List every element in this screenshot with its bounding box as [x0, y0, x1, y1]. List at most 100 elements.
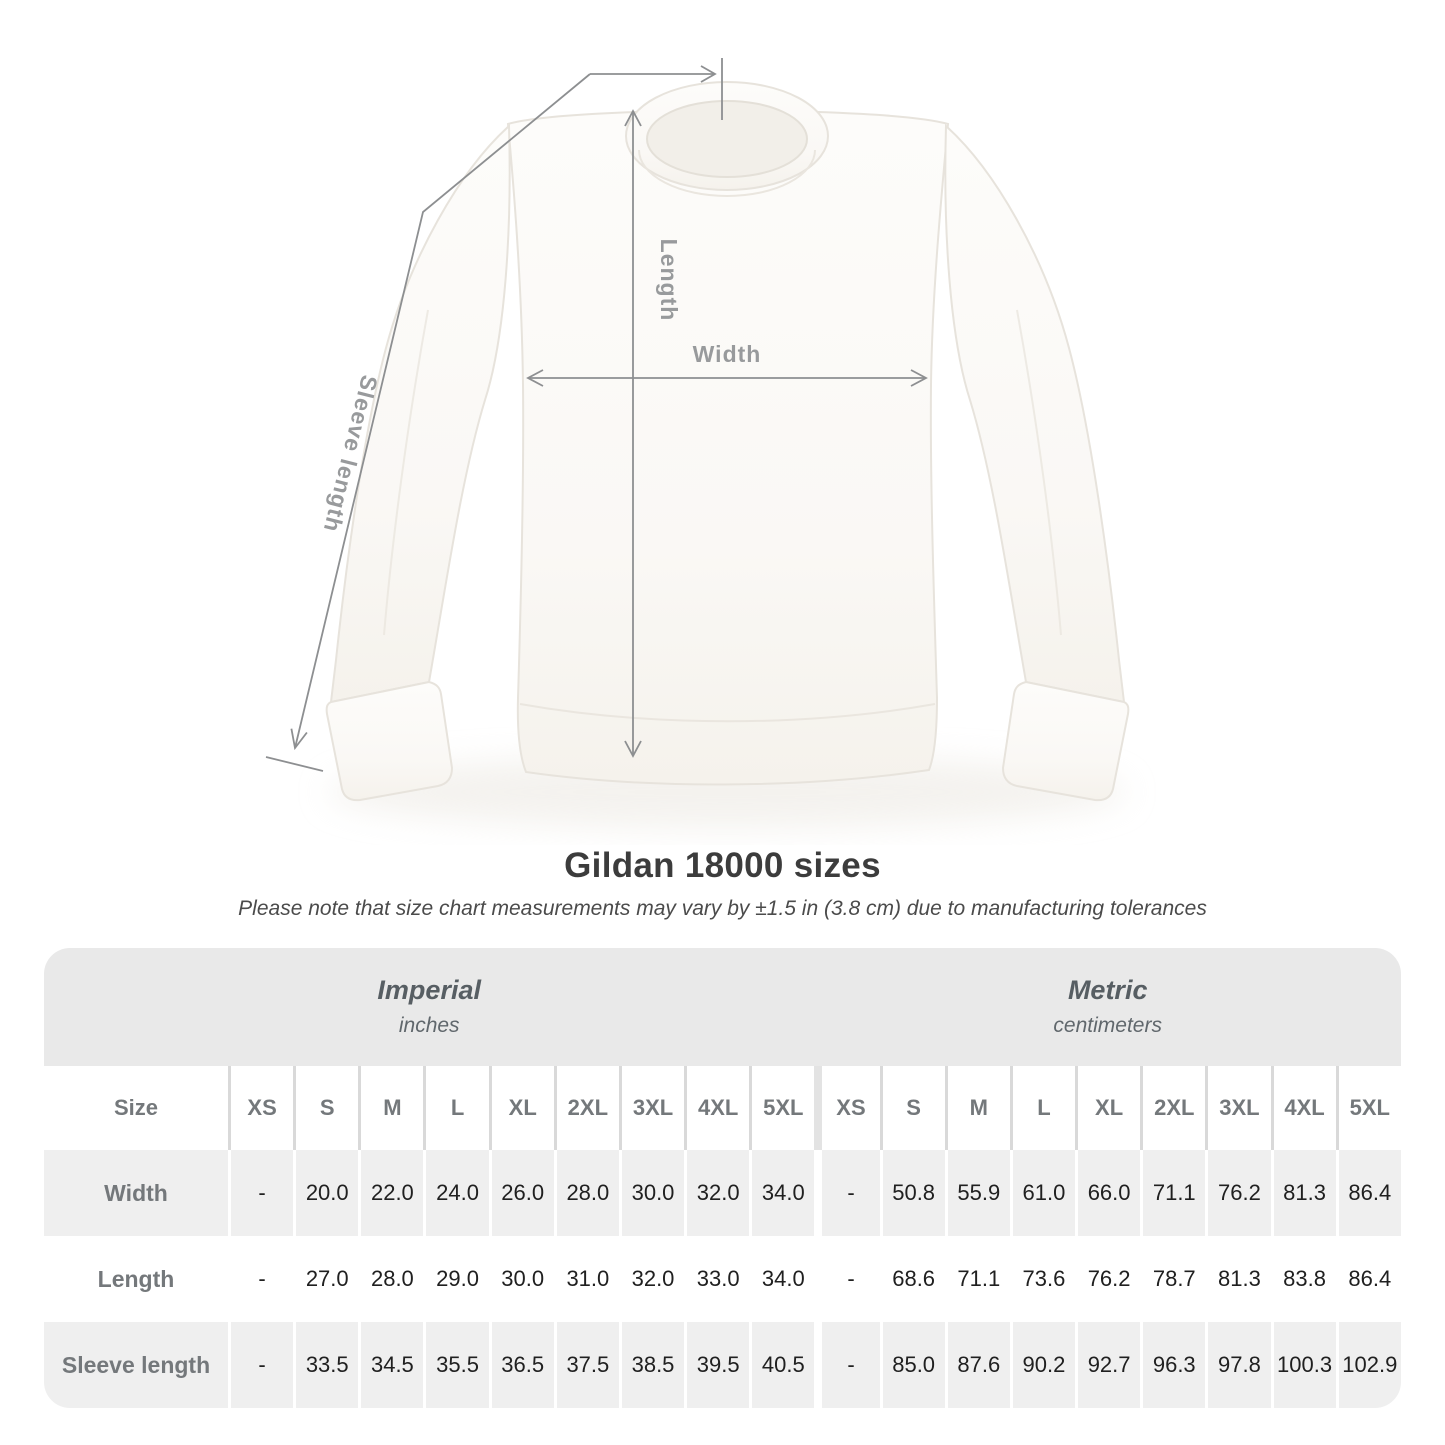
right-cuff: [1001, 680, 1130, 802]
measurement-value-cell: -: [228, 1150, 293, 1236]
measurement-value-cell: 85.0: [879, 1322, 945, 1408]
measurement-value-cell: 39.5: [684, 1322, 749, 1408]
measurement-value-cell: 81.3: [1270, 1150, 1336, 1236]
measurement-value-cell: 92.7: [1075, 1322, 1140, 1408]
measurement-value-cell: 40.5: [749, 1322, 814, 1408]
measurement-value-cell: 27.0: [293, 1236, 358, 1322]
sweatshirt-illustration: [325, 81, 1130, 802]
collar-opening: [646, 100, 808, 178]
size-column-header-imperial-m: M: [358, 1066, 424, 1150]
size-column-header-metric-m: M: [944, 1066, 1010, 1150]
measurement-value-cell: 86.4: [1335, 1236, 1401, 1322]
size-corner-header: Size: [44, 1066, 228, 1150]
row-label: Sleeve length: [61, 1351, 211, 1378]
garment-shadow: [327, 756, 1127, 828]
measurement-value-cell: 96.3: [1140, 1322, 1205, 1408]
size-column-header-imperial-3xl: 3XL: [618, 1066, 685, 1150]
measurement-value-cell: 29.0: [423, 1236, 488, 1322]
measurement-row: Width -20.0 22.0 24.0 26.0 28.0 30.0 32.0 34.0-5…: [44, 1150, 1401, 1236]
unit-name-label: centimeters: [1053, 1013, 1162, 1037]
measurement-value-cell: 38.5: [618, 1322, 684, 1408]
measurement-value-cell: 30.0: [618, 1150, 684, 1236]
measurement-value-cell: 68.6: [879, 1236, 945, 1322]
measurement-value-cell: 87.6: [944, 1322, 1010, 1408]
unit-group-header-imperial: Imperial inches: [44, 948, 815, 1066]
measurement-value-cell: 35.5: [423, 1322, 488, 1408]
width-arrow: [526, 369, 928, 387]
length-arrow: [624, 109, 642, 758]
size-column-header-metric-4xl: 4XL: [1270, 1066, 1336, 1150]
measurement-value-cell: 102.9: [1335, 1322, 1401, 1408]
measurement-value-cell: -: [228, 1322, 293, 1408]
measurement-value-cell: 76.2: [1075, 1236, 1140, 1322]
measurement-value-cell: 32.0: [684, 1150, 749, 1236]
measurement-value-cell: 37.5: [553, 1322, 619, 1408]
measurement-value-cell: 31.0: [553, 1236, 619, 1322]
measurement-value-cell: -: [814, 1322, 879, 1408]
sweatshirt-measurement-diagram: Length Width Sleeve length: [265, 58, 1130, 828]
measurement-value-cell: 32.0: [618, 1236, 684, 1322]
size-column-header-imperial-s: S: [293, 1066, 359, 1150]
left-sleeve-crease: [383, 309, 429, 636]
measurement-value-cell: 55.9: [944, 1150, 1010, 1236]
left-sleeve: [329, 123, 511, 704]
tolerance-note: Please note that size chart measurements…: [238, 897, 1207, 920]
size-column-header-imperial-2xl: 2XL: [553, 1066, 619, 1150]
measurement-value-cell: 90.2: [1009, 1322, 1075, 1408]
row-label: Width: [104, 1179, 168, 1206]
measurement-value-cell: 30.0: [488, 1236, 554, 1322]
measurement-value-cell: 28.0: [553, 1150, 619, 1236]
measurement-value-cell: 66.0: [1075, 1150, 1140, 1236]
size-column-header-metric-3xl: 3XL: [1205, 1066, 1271, 1150]
measurement-value-cell: 28.0: [358, 1236, 423, 1322]
page-title: Gildan 18000 sizes: [564, 846, 881, 885]
measurement-value-cell: -: [814, 1236, 879, 1322]
size-column-header-imperial-l: L: [423, 1066, 489, 1150]
measurement-value-cell: 73.6: [1009, 1236, 1075, 1322]
sweatshirt-body: [506, 109, 950, 786]
measurement-value-cell: 34.0: [749, 1236, 814, 1322]
measurement-value-cell: 33.0: [684, 1236, 749, 1322]
size-column-header-imperial-xs: XS: [228, 1066, 294, 1150]
measurement-value-cell: 76.2: [1205, 1150, 1270, 1236]
measurement-value-cell: -: [814, 1150, 879, 1236]
size-column-header-imperial-4xl: 4XL: [684, 1066, 750, 1150]
sleeve-length-arrow: [265, 58, 723, 772]
measurement-value-cell: 97.8: [1205, 1322, 1270, 1408]
measurement-value-cell: 34.0: [749, 1150, 814, 1236]
size-column-header-imperial-xl: XL: [488, 1066, 554, 1150]
size-column-header-metric-5xl: 5XL: [1335, 1066, 1401, 1150]
right-sleeve-crease: [1016, 309, 1062, 636]
size-column-header-metric-l: L: [1009, 1066, 1076, 1150]
unit-system-label: Metric: [1067, 975, 1148, 1006]
size-column-header-metric-2xl: 2XL: [1140, 1066, 1206, 1150]
measurement-value-cell: 86.4: [1335, 1150, 1401, 1236]
measurement-value-cell: 83.8: [1270, 1236, 1336, 1322]
length-label: Length: [656, 239, 682, 322]
measurement-value-cell: 34.5: [358, 1322, 423, 1408]
size-chart: Imperial inches Metric centimeters Size XS S M L…: [44, 948, 1401, 1408]
unit-system-label: Imperial: [377, 975, 481, 1006]
unit-name-label: inches: [398, 1013, 460, 1037]
measurement-value-cell: -: [228, 1236, 293, 1322]
width-label: Width: [693, 341, 762, 367]
measurement-value-cell: 71.1: [944, 1236, 1010, 1322]
measurement-value-cell: 24.0: [423, 1150, 488, 1236]
size-column-header-metric-s: S: [879, 1066, 945, 1150]
left-cuff: [325, 680, 454, 802]
measurement-value-cell: 61.0: [1009, 1150, 1075, 1236]
measurement-value-cell: 20.0: [293, 1150, 358, 1236]
measurement-value-cell: 50.8: [879, 1150, 945, 1236]
size-chart-table: Imperial inches Metric centimeters Size XS S M L…: [44, 948, 1401, 1408]
size-column-header-imperial-5xl: 5XL: [749, 1066, 815, 1150]
measurement-value-cell: 22.0: [358, 1150, 423, 1236]
measurement-value-cell: 78.7: [1140, 1236, 1205, 1322]
unit-group-header-metric: Metric centimeters: [814, 948, 1401, 1066]
measurement-value-cell: 36.5: [488, 1322, 554, 1408]
measurement-value-cell: 81.3: [1205, 1236, 1270, 1322]
collar-seam: [638, 149, 816, 197]
measurement-value-cell: 100.3: [1270, 1322, 1336, 1408]
measurement-value-cell: 71.1: [1140, 1150, 1205, 1236]
hem-seam: [519, 703, 936, 723]
measurement-value-cell: 26.0: [488, 1150, 554, 1236]
